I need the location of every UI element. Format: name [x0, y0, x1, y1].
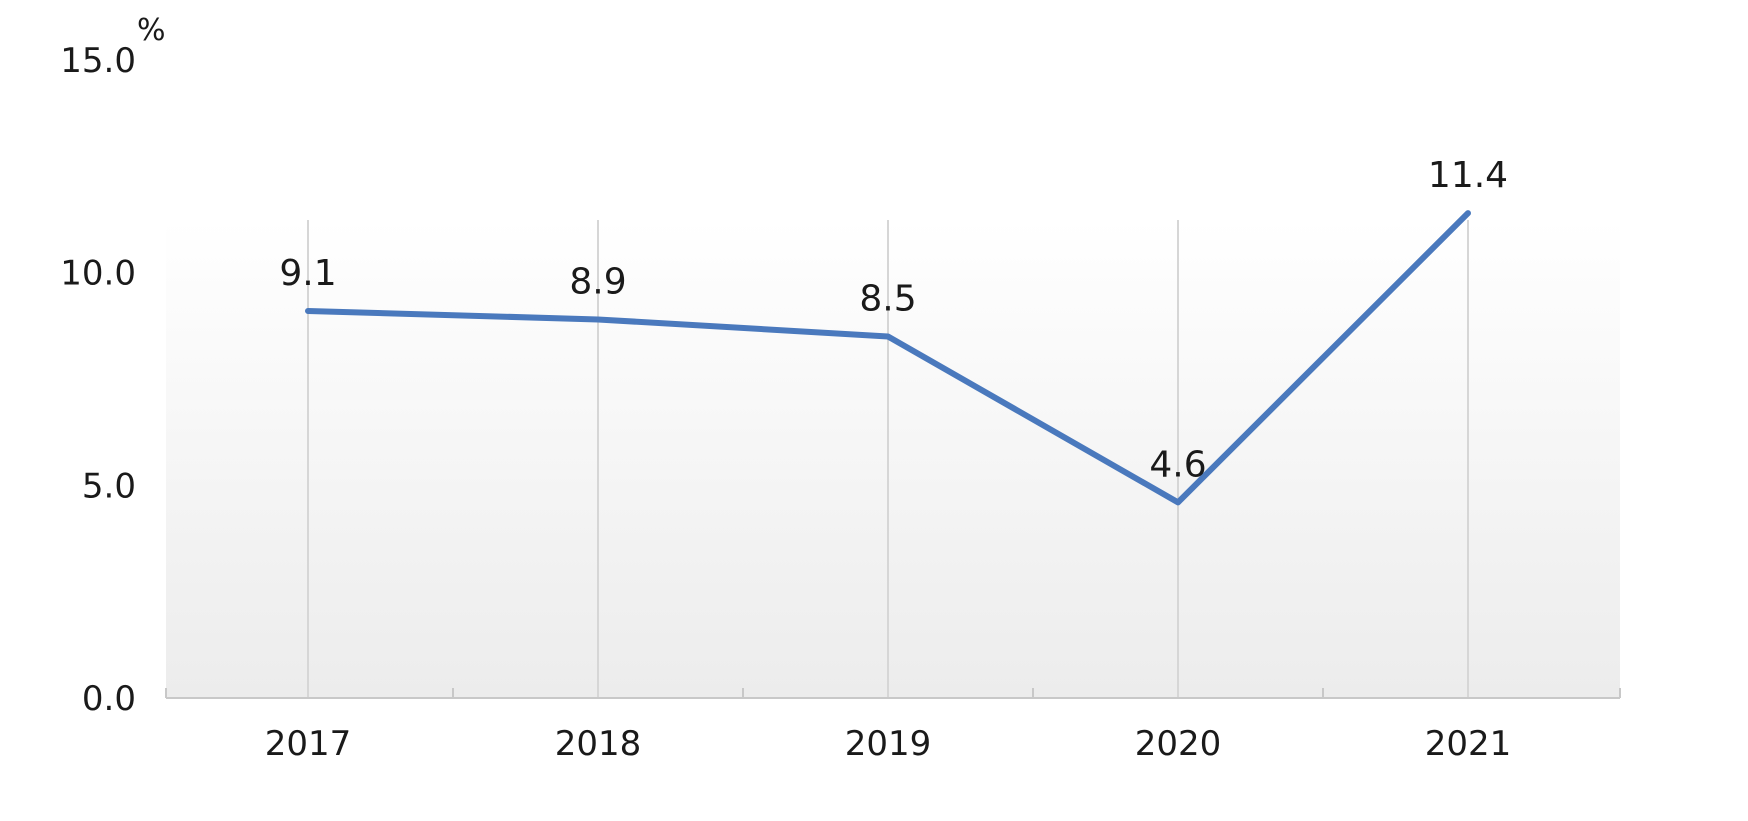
x-tick-label: 2021 [1425, 724, 1512, 764]
x-tick-label: 2020 [1135, 724, 1222, 764]
data-label: 4.6 [1149, 444, 1206, 485]
data-label: 9.1 [279, 253, 336, 294]
data-label: 8.9 [569, 261, 626, 302]
y-axis-tick-labels: 0.0 5.0 10.0 15.0 [60, 41, 136, 719]
data-labels: 9.1 8.9 8.5 4.6 11.4 [279, 155, 1508, 485]
series-line [305, 210, 1471, 506]
y-axis-unit-label: % [137, 13, 166, 48]
vertical-gridlines [307, 220, 1469, 698]
y-tick-label: 5.0 [82, 466, 136, 506]
x-tick-label: 2017 [265, 724, 352, 764]
data-label: 11.4 [1428, 155, 1508, 196]
data-label: 8.5 [859, 278, 916, 319]
x-axis-tick-labels: 2017 2018 2019 2020 2021 [265, 724, 1512, 764]
x-axis-minor-ticks [165, 688, 1621, 698]
y-tick-label: 15.0 [60, 41, 136, 81]
y-tick-label: 0.0 [82, 679, 136, 719]
y-tick-label: 10.0 [60, 254, 136, 294]
x-tick-label: 2019 [845, 724, 932, 764]
x-tick-label: 2018 [555, 724, 642, 764]
